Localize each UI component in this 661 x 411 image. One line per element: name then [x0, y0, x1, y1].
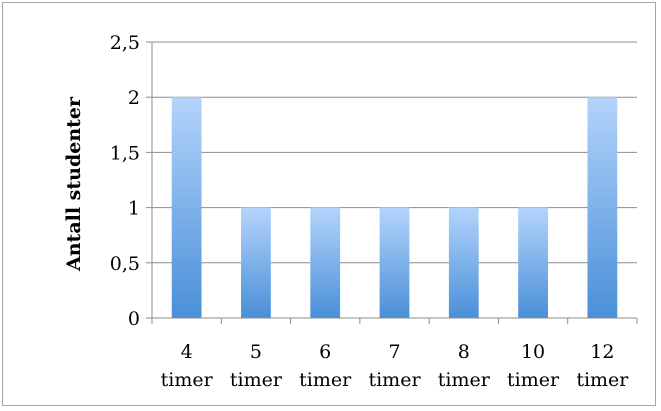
bars [171, 97, 618, 318]
x-tick-label-unit: timer [507, 369, 560, 391]
y-tick-label: 2,5 [110, 32, 140, 54]
y-tick-label: 1,5 [110, 142, 140, 164]
x-tick-label: 7 [388, 341, 400, 363]
x-tick-label-unit: timer [576, 369, 629, 391]
x-tick-label-unit: timer [161, 369, 214, 391]
x-tick-label-unit: timer [438, 369, 491, 391]
bar [310, 207, 341, 318]
x-tick-label-unit: timer [230, 369, 283, 391]
x-tick-label: 4 [181, 341, 193, 363]
x-tick-label: 12 [590, 341, 614, 363]
x-tick-label-unit: timer [299, 369, 352, 391]
chart-frame [2, 2, 656, 406]
bar [518, 207, 548, 318]
bar [587, 97, 618, 318]
x-tick-label: 6 [319, 341, 331, 363]
y-tick-label: 1 [128, 198, 140, 220]
bar [171, 97, 202, 318]
bar [448, 207, 479, 318]
x-tick-label: 10 [521, 341, 545, 363]
y-tick-label: 2 [128, 87, 140, 109]
y-tick-label: 0,5 [110, 253, 140, 275]
bar [241, 207, 271, 318]
y-axis-title: Antall studenter [63, 96, 85, 272]
axes [146, 41, 638, 324]
y-tick-label: 0 [128, 308, 140, 330]
x-tick-label-unit: timer [368, 369, 421, 391]
x-tick-label: 5 [250, 341, 262, 363]
tick-labels: 0 0,5 1 1,5 2 2,5 4 timer 5 timer 6 timer 7 timer 8 tim… [110, 32, 630, 391]
x-tick-label: 8 [458, 341, 470, 363]
bar [379, 207, 410, 318]
